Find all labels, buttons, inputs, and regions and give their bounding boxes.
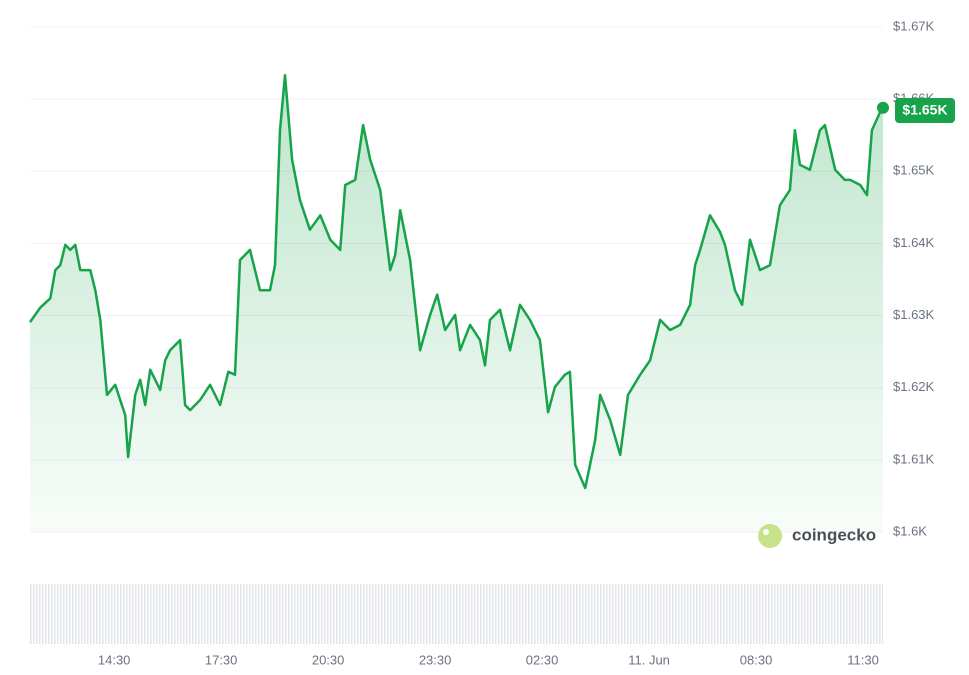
- badge-label: $1.65K: [902, 102, 947, 118]
- logo-icon: [758, 524, 782, 548]
- y-tick-label: $1.67K: [893, 18, 935, 33]
- brand: coingecko: [792, 525, 876, 544]
- badge-bg: [895, 98, 955, 123]
- y-tick-label: $1.61K: [893, 451, 935, 466]
- price-badge: $1.65K: [895, 98, 955, 123]
- x-tick-label: 14:30: [98, 652, 131, 667]
- x-tick-label: 02:30: [526, 652, 559, 667]
- plot: [28, 74, 889, 533]
- y-tick-label: $1.63K: [893, 307, 935, 322]
- y-tick-label: $1.64K: [893, 235, 935, 250]
- y-tick-label: $1.62K: [893, 379, 935, 394]
- x-tick-label: 23:30: [419, 652, 452, 667]
- x-tick-label: 11:30: [847, 652, 879, 667]
- volume-band: [30, 584, 883, 644]
- area: [30, 75, 883, 533]
- watermark: coingecko: [758, 524, 876, 548]
- logo-eye: [763, 529, 769, 535]
- x-tick-label: 08:30: [740, 652, 773, 667]
- price-line: [28, 74, 885, 490]
- y-tick-label: $1.65K: [893, 163, 935, 178]
- x-tick-label: 17:30: [205, 652, 238, 667]
- y-tick-label: $1.6K: [893, 523, 927, 538]
- x-tick-label: 11. Jun: [628, 652, 670, 667]
- x-tick-label: 20:30: [312, 652, 345, 667]
- last-point: [877, 101, 889, 114]
